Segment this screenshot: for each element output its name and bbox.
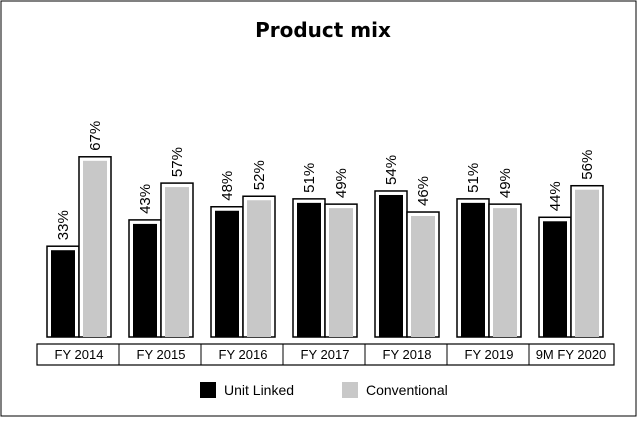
bar-unit-linked [461, 202, 485, 337]
bar-unit-linked [215, 210, 239, 337]
bar-value-label: 43% [137, 184, 154, 214]
bar-value-label: 44% [547, 181, 564, 211]
category-label: FY 2017 [301, 347, 350, 362]
bar-unit-linked [51, 250, 75, 337]
bar-unit-linked [543, 221, 567, 337]
bar-value-label: 54% [383, 155, 400, 185]
bar-conventional [247, 200, 271, 337]
bar-conventional [329, 208, 353, 337]
bar-conventional [493, 208, 517, 337]
bar-value-label: 48% [219, 171, 236, 201]
category-axis: FY 2014 FY 2015 FY 2016 FY 2017 FY 2018 FY 20… [36, 343, 615, 366]
bar-conventional [83, 160, 107, 337]
category-label: FY 2014 [55, 347, 104, 362]
bar-value-label: 49% [497, 168, 514, 198]
category-label: FY 2019 [465, 347, 514, 362]
legend-label-unit-linked: Unit Linked [224, 382, 294, 398]
bar-value-label: 67% [87, 121, 104, 151]
category-axis-box [36, 343, 615, 366]
legend: Unit Linked Conventional [200, 382, 448, 398]
legend-label-conventional: Conventional [366, 382, 448, 398]
bar-value-label: 52% [251, 160, 268, 190]
bar-value-label: 57% [169, 147, 186, 177]
bar-value-label: 49% [333, 168, 350, 198]
bar-conventional [411, 216, 435, 337]
bar-value-label: 51% [301, 163, 318, 193]
bar-value-label: 51% [465, 163, 482, 193]
category-label: 9M FY 2020 [536, 347, 607, 362]
bar-unit-linked [379, 194, 403, 337]
bar-value-label: 33% [55, 210, 72, 240]
bar-conventional [575, 189, 599, 337]
bar-value-label: 56% [579, 150, 596, 180]
category-label: FY 2018 [383, 347, 432, 362]
bars-layer: 33% 67% 43% 57% 48% 52% 51% 49% 54% 46% 51% 49% 44% 5… [46, 121, 604, 338]
category-label: FY 2015 [137, 347, 186, 362]
legend-swatch-conventional [342, 382, 358, 398]
category-label: FY 2016 [219, 347, 268, 362]
chart-title: Product mix [255, 18, 391, 42]
bar-unit-linked [133, 223, 157, 337]
bar-unit-linked [297, 202, 321, 337]
bar-value-label: 46% [415, 176, 432, 206]
bar-conventional [165, 187, 189, 337]
legend-swatch-unit-linked [200, 382, 216, 398]
